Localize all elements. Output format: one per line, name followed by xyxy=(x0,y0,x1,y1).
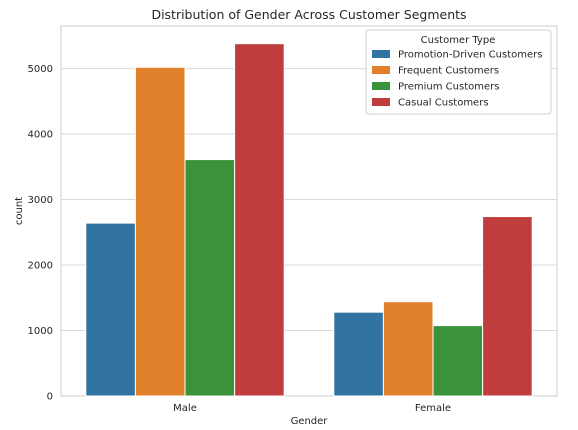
bar-male-2 xyxy=(135,67,185,396)
y-axis-label: count xyxy=(14,197,25,225)
legend-label: Casual Customers xyxy=(398,98,489,109)
legend-swatch xyxy=(372,82,390,90)
legend-title: Customer Type xyxy=(421,35,496,46)
bar-male-3 xyxy=(185,160,235,396)
legend-swatch xyxy=(372,50,390,58)
y-tick-label: 2000 xyxy=(28,261,53,272)
y-tick-label: 0 xyxy=(47,392,53,403)
y-tick-label: 1000 xyxy=(28,326,53,337)
x-axis-label: Gender xyxy=(291,416,329,427)
x-tick-label: Male xyxy=(173,403,197,414)
y-tick-label: 5000 xyxy=(28,64,53,75)
legend-label: Promotion-Driven Customers xyxy=(398,50,542,61)
bar-female-4 xyxy=(483,217,533,396)
y-tick-label: 3000 xyxy=(28,195,53,206)
legend-swatch xyxy=(372,98,390,106)
legend-label: Premium Customers xyxy=(398,82,499,93)
bar-male-1 xyxy=(86,223,136,396)
legend-label: Frequent Customers xyxy=(398,66,499,77)
x-tick-label: Female xyxy=(415,403,451,414)
bar-female-1 xyxy=(334,312,384,396)
legend: Customer Type Promotion-Driven Customers… xyxy=(366,30,551,114)
bar-female-3 xyxy=(433,326,483,396)
chart-title: Distribution of Gender Across Customer S… xyxy=(151,7,466,22)
bar-male-4 xyxy=(235,44,285,396)
y-tick-label: 4000 xyxy=(28,130,53,141)
bar-female-2 xyxy=(383,302,433,396)
legend-swatch xyxy=(372,66,390,74)
